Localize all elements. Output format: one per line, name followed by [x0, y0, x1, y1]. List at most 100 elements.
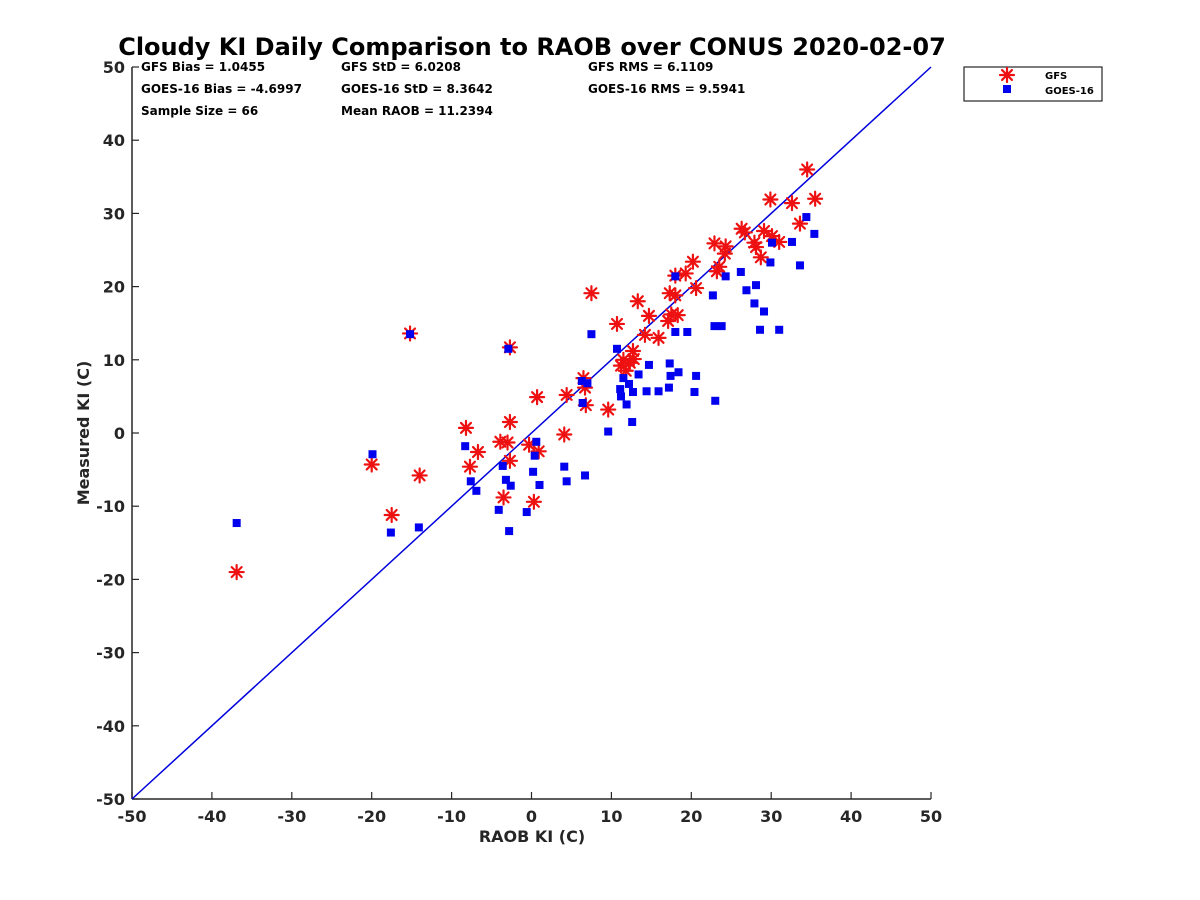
- goes16-point: [642, 387, 651, 396]
- gfs-point: [457, 419, 475, 436]
- goes16-point: [674, 368, 683, 377]
- goes16-point: [583, 379, 592, 388]
- gfs-point: [752, 249, 769, 266]
- legend-gfs-asterisk: [998, 66, 1016, 84]
- goes16-point: [795, 261, 804, 270]
- goes16-point: [756, 325, 765, 334]
- stat-goes-rms: GOES-16 RMS = 9.5941: [588, 82, 745, 96]
- stat-gfs-rms: GFS RMS = 6.1109: [588, 60, 713, 74]
- goes16-point: [498, 461, 507, 470]
- goes16-point: [616, 392, 625, 401]
- one-to-one-line: [131, 66, 932, 800]
- gfs-point: [600, 401, 617, 418]
- x-tick-label: -10: [437, 807, 466, 826]
- goes16-point: [560, 462, 569, 471]
- goes16-point: [766, 258, 775, 267]
- goes16-point: [368, 450, 377, 459]
- gfs-point: [762, 191, 779, 208]
- gfs-point: [687, 279, 705, 297]
- goes16-point: [810, 229, 819, 238]
- goes16-point: [494, 505, 503, 514]
- goes16-point: [612, 344, 621, 353]
- gfs-point: [717, 238, 734, 255]
- y-ticks: -50 -40 -30 -20 -10 0 10 20 30 40 50: [96, 58, 139, 809]
- goes16-point: [578, 398, 587, 407]
- gfs-point: [383, 506, 400, 524]
- goes16-point: [406, 330, 415, 339]
- gfs-point: [556, 426, 573, 443]
- goes16-point: [624, 379, 633, 388]
- goes16-point: [535, 480, 544, 489]
- legend-goes16-label: GOES-16: [1045, 86, 1094, 97]
- x-tick-label: -50: [118, 807, 147, 826]
- goes16-point: [775, 325, 784, 334]
- goes16-point: [577, 377, 586, 386]
- x-axis-label: RAOB KI (C): [479, 827, 585, 846]
- gfs-point: [783, 195, 801, 212]
- goes16-point: [532, 437, 541, 446]
- goes16-point: [461, 442, 470, 451]
- goes16-point: [522, 508, 531, 517]
- x-tick-label: 20: [680, 807, 702, 826]
- goes16-point: [664, 383, 673, 392]
- x-tick-label: -40: [197, 807, 226, 826]
- x-tick-label: 30: [760, 807, 782, 826]
- legend-gfs-marker: [998, 66, 1016, 84]
- goes16-point: [752, 281, 761, 290]
- goes16-point: [692, 371, 701, 380]
- goes16-point: [802, 213, 811, 222]
- gfs-point: [799, 161, 816, 178]
- goes16-point: [767, 238, 776, 247]
- legend-goes16-marker: [1003, 85, 1011, 93]
- y-tick-label: 40: [103, 131, 125, 150]
- gfs-point: [583, 285, 600, 302]
- y-tick-label: -50: [96, 790, 125, 809]
- goes16-point: [671, 327, 680, 336]
- gfs-point: [636, 326, 654, 344]
- gfs-point: [791, 215, 809, 232]
- gfs-point: [411, 467, 428, 484]
- goes16-point: [505, 527, 514, 536]
- gfs-point: [608, 315, 626, 333]
- x-tick-label: 50: [920, 807, 942, 826]
- goes16-point: [628, 418, 637, 427]
- goes16-point: [562, 477, 571, 486]
- goes16-point: [742, 286, 751, 295]
- goes16-point: [708, 291, 717, 300]
- gfs-point: [677, 265, 694, 282]
- y-tick-label: 50: [103, 58, 125, 77]
- gfs-point: [228, 563, 245, 581]
- goes16-point: [619, 374, 628, 383]
- goes16-point: [760, 307, 769, 316]
- goes16-point: [581, 471, 590, 480]
- goes16-point: [671, 272, 680, 281]
- x-tick-label: -30: [277, 807, 306, 826]
- x-tick-label: 0: [526, 807, 537, 826]
- stat-gfs-std: GFS StD = 6.0208: [341, 60, 461, 74]
- goes16-point: [654, 387, 663, 396]
- gfs-point: [736, 224, 753, 241]
- goes16-point: [529, 467, 538, 476]
- goes16-point: [644, 360, 653, 369]
- goes16-point: [604, 427, 613, 436]
- goes16-point: [622, 400, 631, 409]
- x-tick-label: -20: [357, 807, 386, 826]
- legend-gfs-label: GFS: [1045, 71, 1067, 82]
- goes16-point: [414, 523, 423, 532]
- stat-goes-std: GOES-16 StD = 8.3642: [341, 82, 493, 96]
- gfs-point: [711, 258, 728, 275]
- goes16-point: [666, 371, 675, 380]
- goes16-point: [386, 528, 395, 537]
- goes16-point: [506, 481, 515, 490]
- goes16-point: [690, 388, 699, 397]
- gfs-point: [650, 329, 667, 346]
- gfs-point: [669, 307, 686, 324]
- goes16-point: [232, 519, 241, 528]
- stat-goes-bias: GOES-16 Bias = -4.6997: [141, 82, 302, 96]
- gfs-point: [629, 293, 646, 310]
- goes16-point: [736, 267, 745, 276]
- goes16-point: [787, 237, 796, 246]
- gfs-point: [501, 452, 519, 469]
- y-tick-label: 20: [103, 278, 125, 297]
